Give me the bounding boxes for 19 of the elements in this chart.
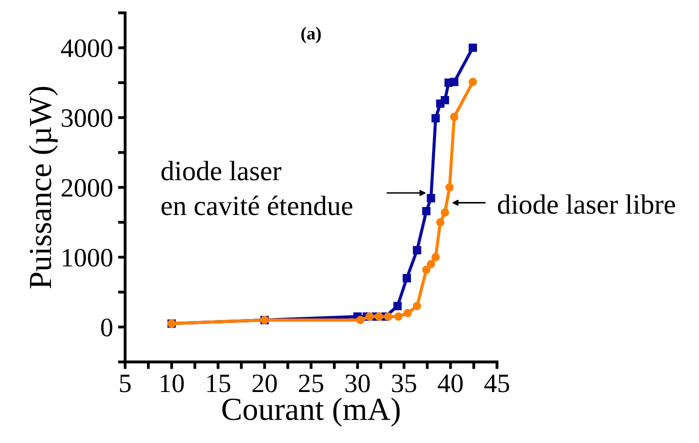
x-tick-label: 30 bbox=[346, 374, 370, 392]
y-axis-title: Puissance (µW) bbox=[28, 86, 58, 288]
x-tick-label: 40 bbox=[438, 374, 463, 392]
x-tick-label: 35 bbox=[392, 374, 416, 392]
y-tick-label: 4000 bbox=[61, 39, 112, 58]
x-tick-label: 5 bbox=[120, 374, 131, 392]
x-tick-label: 15 bbox=[207, 374, 230, 392]
y-tick-label: 0 bbox=[101, 318, 112, 336]
y-tick-label: 3000 bbox=[62, 109, 112, 127]
text: diode laser en cavité étendue bbox=[161, 160, 352, 216]
x-tick-label: 45 bbox=[484, 374, 510, 392]
text: (a) bbox=[301, 26, 321, 44]
x-tick-label: 25 bbox=[299, 374, 324, 392]
y-tick-label: 2000 bbox=[62, 178, 112, 197]
y-tick-label: 1000 bbox=[62, 248, 112, 267]
series-label: diode laser libre bbox=[498, 194, 675, 214]
x-tick-label: 10 bbox=[160, 374, 184, 392]
x-tick-label: 20 bbox=[252, 374, 277, 392]
x-axis-title: Courant (mA) bbox=[222, 398, 400, 427]
